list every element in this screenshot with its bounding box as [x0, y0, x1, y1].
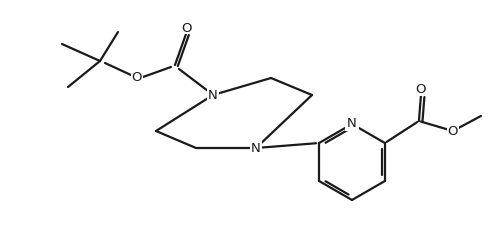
- Text: O: O: [132, 71, 142, 84]
- Text: N: N: [251, 142, 261, 155]
- Text: N: N: [208, 89, 218, 102]
- Text: O: O: [448, 125, 458, 138]
- Text: N: N: [347, 117, 357, 130]
- Text: O: O: [416, 83, 426, 96]
- Text: O: O: [181, 21, 191, 34]
